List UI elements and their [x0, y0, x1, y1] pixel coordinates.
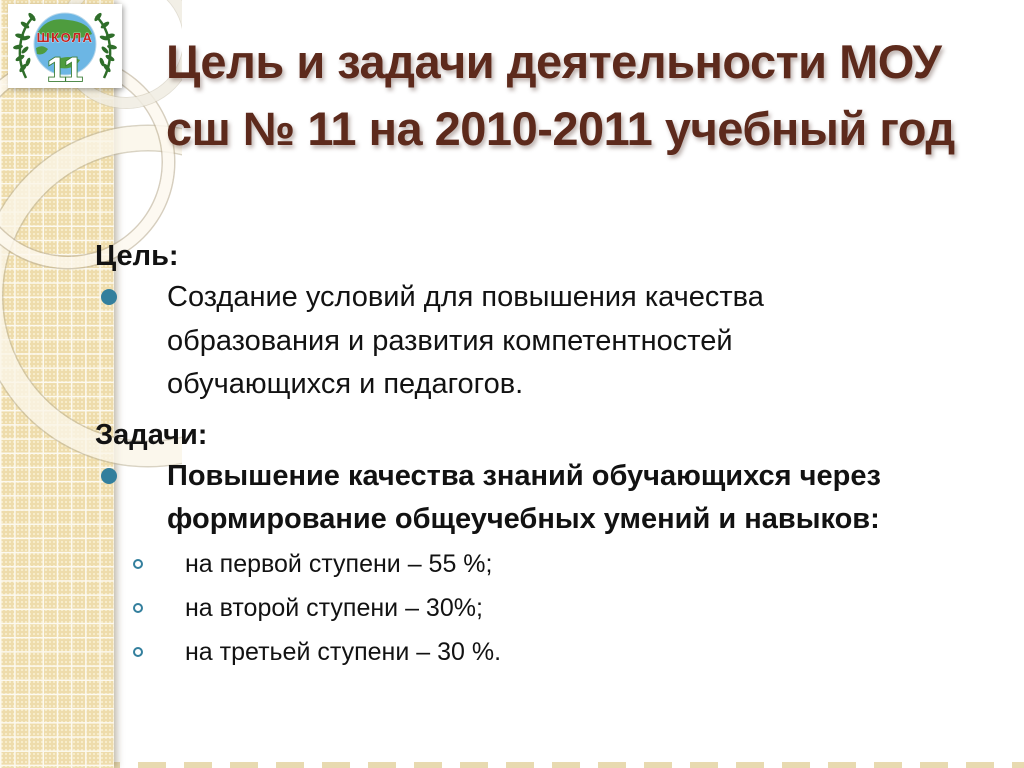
task-text-line: формирование общеучебных умений и навыко… [167, 503, 880, 535]
slide-body: Цель: Создание условий для повышения кач… [95, 236, 955, 674]
bullet-dot-icon [101, 467, 117, 484]
tasks-label: Задачи: [95, 418, 208, 451]
task-text-line: Повышение качества знаний обучающихся че… [167, 459, 881, 492]
logo-banner-text: ШКОЛА [37, 30, 94, 45]
sub-item-text: на второй ступени – 30%; [185, 593, 483, 622]
circle-bullet-icon [133, 602, 143, 613]
school-logo-emblem: ШКОЛА 11 [13, 10, 119, 88]
slide-title-line2: сш № 11 на 2010-2011 учебный год [166, 102, 955, 155]
goal-bullet-item: Создание условий для повышения качества … [95, 276, 955, 407]
slide-title: Цель и задачи деятельности МОУ сш № 11 н… [166, 28, 1006, 162]
goal-label: Цель: [95, 240, 179, 272]
sub-item-stage2: на второй ступени – 30%; [95, 586, 955, 630]
goal-text-line: образования и развития компетентностей [167, 324, 733, 357]
task-text: Повышение качества знаний обучающихся че… [167, 455, 881, 542]
sub-item-stage1: на первой ступени – 55 %; [95, 542, 955, 586]
slide-title-line1: Цель и задачи деятельности МОУ [166, 35, 942, 88]
bullet-dot-icon [101, 289, 117, 305]
logo-number-text: 11 [47, 51, 83, 88]
bottom-checker-strip [0, 762, 1024, 768]
sub-item-stage3: на третьей ступени – 30 %. [95, 630, 955, 674]
laurel-branch-icon [13, 12, 36, 79]
goal-text: Создание условий для повышения качества … [167, 276, 764, 407]
goal-text-line: Создание условий для повышения качества [167, 281, 764, 313]
school-logo: ШКОЛА 11 [8, 4, 122, 88]
sub-item-text: на первой ступени – 55 %; [185, 549, 493, 578]
task-bullet-item: Повышение качества знаний обучающихся че… [95, 455, 955, 542]
circle-bullet-icon [133, 558, 143, 569]
globe-continent [36, 46, 48, 55]
circle-bullet-icon [133, 646, 143, 657]
goal-text-line: обучающихся и педагогов. [167, 368, 524, 400]
sub-item-text: на третьей ступени – 30 %. [185, 637, 502, 666]
